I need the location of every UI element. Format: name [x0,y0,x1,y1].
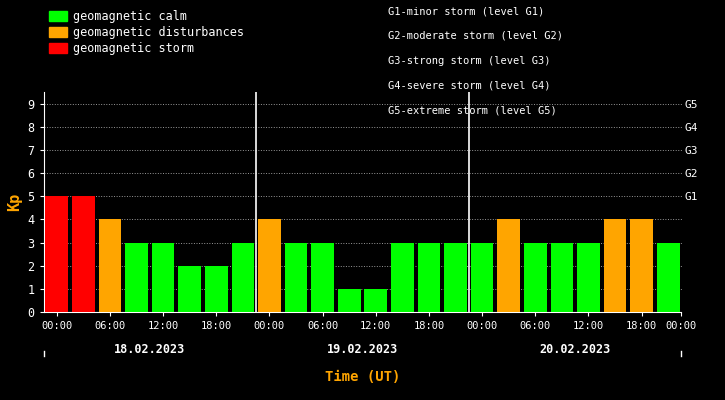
Bar [365,289,387,312]
Bar [471,242,494,312]
Legend: geomagnetic calm, geomagnetic disturbances, geomagnetic storm: geomagnetic calm, geomagnetic disturbanc… [49,10,244,55]
Bar [125,242,148,312]
Bar [524,242,547,312]
Bar [577,242,600,312]
Text: G3-strong storm (level G3): G3-strong storm (level G3) [388,56,550,66]
Text: 20.02.2023: 20.02.2023 [539,343,610,356]
Y-axis label: Kp: Kp [7,193,22,211]
Text: 19.02.2023: 19.02.2023 [327,343,398,356]
Bar [418,242,440,312]
Bar [46,196,68,312]
Bar [231,242,254,312]
Bar [285,242,307,312]
Text: G1-minor storm (level G1): G1-minor storm (level G1) [388,6,544,16]
Text: G4-severe storm (level G4): G4-severe storm (level G4) [388,80,550,90]
Bar [391,242,414,312]
Text: G2-moderate storm (level G2): G2-moderate storm (level G2) [388,31,563,41]
Bar [444,242,467,312]
Bar [99,219,121,312]
Bar [604,219,626,312]
Bar [311,242,334,312]
Text: 18.02.2023: 18.02.2023 [115,343,186,356]
Bar [630,219,653,312]
Text: G5-extreme storm (level G5): G5-extreme storm (level G5) [388,105,557,115]
Bar [258,219,281,312]
Bar [657,242,679,312]
Bar [72,196,95,312]
Text: Time (UT): Time (UT) [325,370,400,384]
Bar [550,242,573,312]
Bar [338,289,360,312]
Bar [152,242,175,312]
Bar [205,266,228,312]
Bar [178,266,201,312]
Bar [497,219,520,312]
